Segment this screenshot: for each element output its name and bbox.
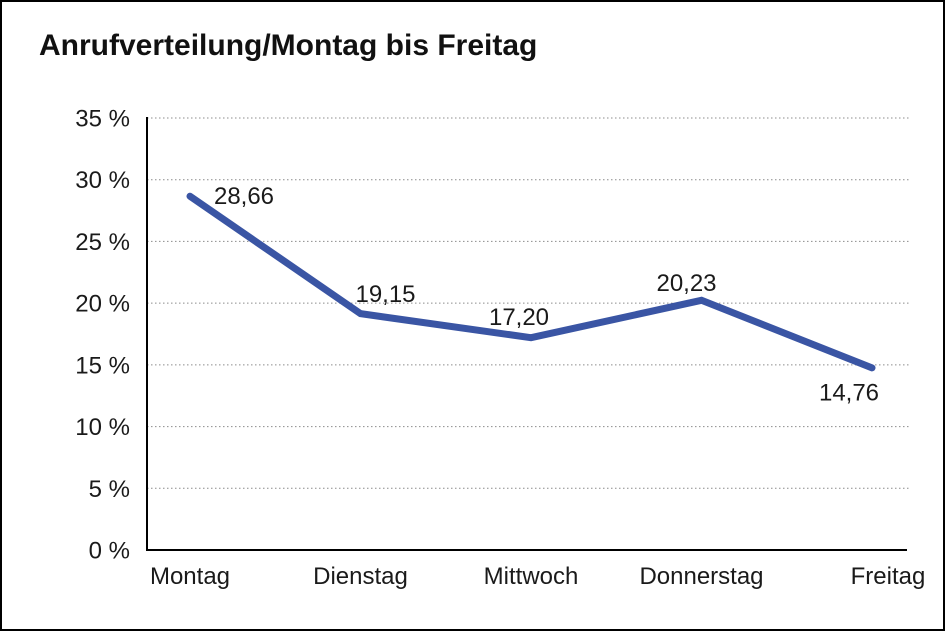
- x-tick-label: Montag: [150, 563, 230, 590]
- y-tick-label: 20 %: [75, 291, 130, 318]
- y-tick-label: 5 %: [89, 476, 130, 503]
- data-point-label: 20,23: [656, 270, 716, 297]
- data-point-label: 28,66: [214, 183, 274, 210]
- y-tick-label: 30 %: [75, 167, 130, 194]
- data-point-label: 17,20: [489, 304, 549, 331]
- x-tick-label: Donnerstag: [639, 563, 763, 590]
- y-tick-label: 15 %: [75, 352, 130, 379]
- x-tick-label: Mittwoch: [484, 563, 579, 590]
- y-tick-label: 35 %: [75, 106, 130, 133]
- y-tick-label: 10 %: [75, 414, 130, 441]
- x-tick-label: Dienstag: [313, 563, 408, 590]
- data-point-label: 14,76: [819, 379, 879, 406]
- chart-title: Anrufverteilung/Montag bis Freitag: [39, 29, 538, 62]
- y-tick-label: 25 %: [75, 229, 130, 256]
- data-series-line: [186, 192, 876, 372]
- y-tick-label: 0 %: [89, 538, 130, 565]
- x-tick-label: Freitag: [851, 563, 926, 590]
- data-point-label: 19,15: [355, 281, 415, 308]
